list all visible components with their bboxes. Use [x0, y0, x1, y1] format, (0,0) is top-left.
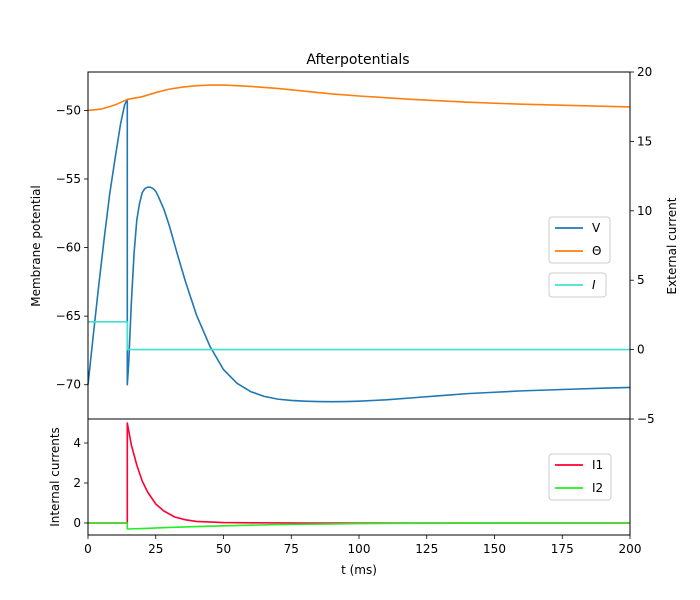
top-series-layer	[87, 84, 631, 403]
legend-label-theta: Θ	[592, 244, 601, 258]
bottom-series-layer	[88, 422, 631, 530]
x-tick-label: 50	[216, 542, 231, 556]
y-tick-label: −50	[56, 103, 81, 117]
x-tick-label: 175	[551, 542, 574, 556]
y2-tick-label: 0	[637, 343, 645, 357]
x-tick-label: 150	[483, 542, 506, 556]
bottom-y-ticks: 0 2 4	[73, 436, 88, 530]
legend-membrane: V Θ	[548, 216, 611, 264]
series-line-i1	[88, 422, 630, 524]
bottom-y-axis-label: Internal currents	[48, 427, 62, 527]
y2-tick-label: −5	[637, 412, 655, 426]
y2-tick-label: 20	[637, 65, 652, 79]
legend-internal: I1 I2	[548, 453, 612, 501]
y2-tick-label: 10	[637, 204, 652, 218]
x-tick-label: 125	[415, 542, 438, 556]
x-tick-label: 200	[619, 542, 642, 556]
x-tick-label: 0	[84, 542, 92, 556]
x-axis-label: t (ms)	[341, 563, 377, 577]
bottom-y-tick-label: 2	[73, 476, 81, 490]
y-tick-label: −65	[56, 309, 81, 323]
right-y-axis-label: External current	[665, 197, 679, 294]
legend-label-i2: I2	[592, 481, 603, 495]
legend-external-current: I	[548, 272, 607, 298]
series-line-theta	[87, 84, 631, 112]
y2-tick-label: 5	[637, 273, 645, 287]
bottom-y-tick-label: 0	[73, 516, 81, 530]
series-line-i	[88, 321, 630, 351]
left-y-axis-label: Membrane potential	[29, 185, 43, 307]
y-tick-label: −60	[56, 241, 81, 255]
bottom-y-tick-label: 4	[73, 436, 81, 450]
left-y-ticks: −70 −65 −60 −55 −50	[56, 103, 88, 392]
chart-title: Afterpotentials	[306, 52, 409, 68]
internal-currents-panel: 0 2 4 0 25 50 75 100 125 150 175 200 Internal curr…	[48, 418, 641, 577]
y2-tick-label: 15	[637, 134, 652, 148]
x-tick-label: 75	[284, 542, 299, 556]
legend-label-i1: I1	[592, 458, 603, 472]
right-y-ticks: −5 0 5 10 15 20	[630, 65, 655, 426]
y-tick-label: −70	[56, 378, 81, 392]
series-line-i2	[88, 522, 631, 530]
x-tick-label: 100	[348, 542, 371, 556]
x-ticks: 0 25 50 75 100 125 150 175 200	[84, 535, 641, 556]
y-tick-label: −55	[56, 172, 81, 186]
legend-label-i: I	[592, 278, 596, 292]
legend-label-v: V	[592, 221, 601, 235]
x-tick-label: 25	[148, 542, 163, 556]
